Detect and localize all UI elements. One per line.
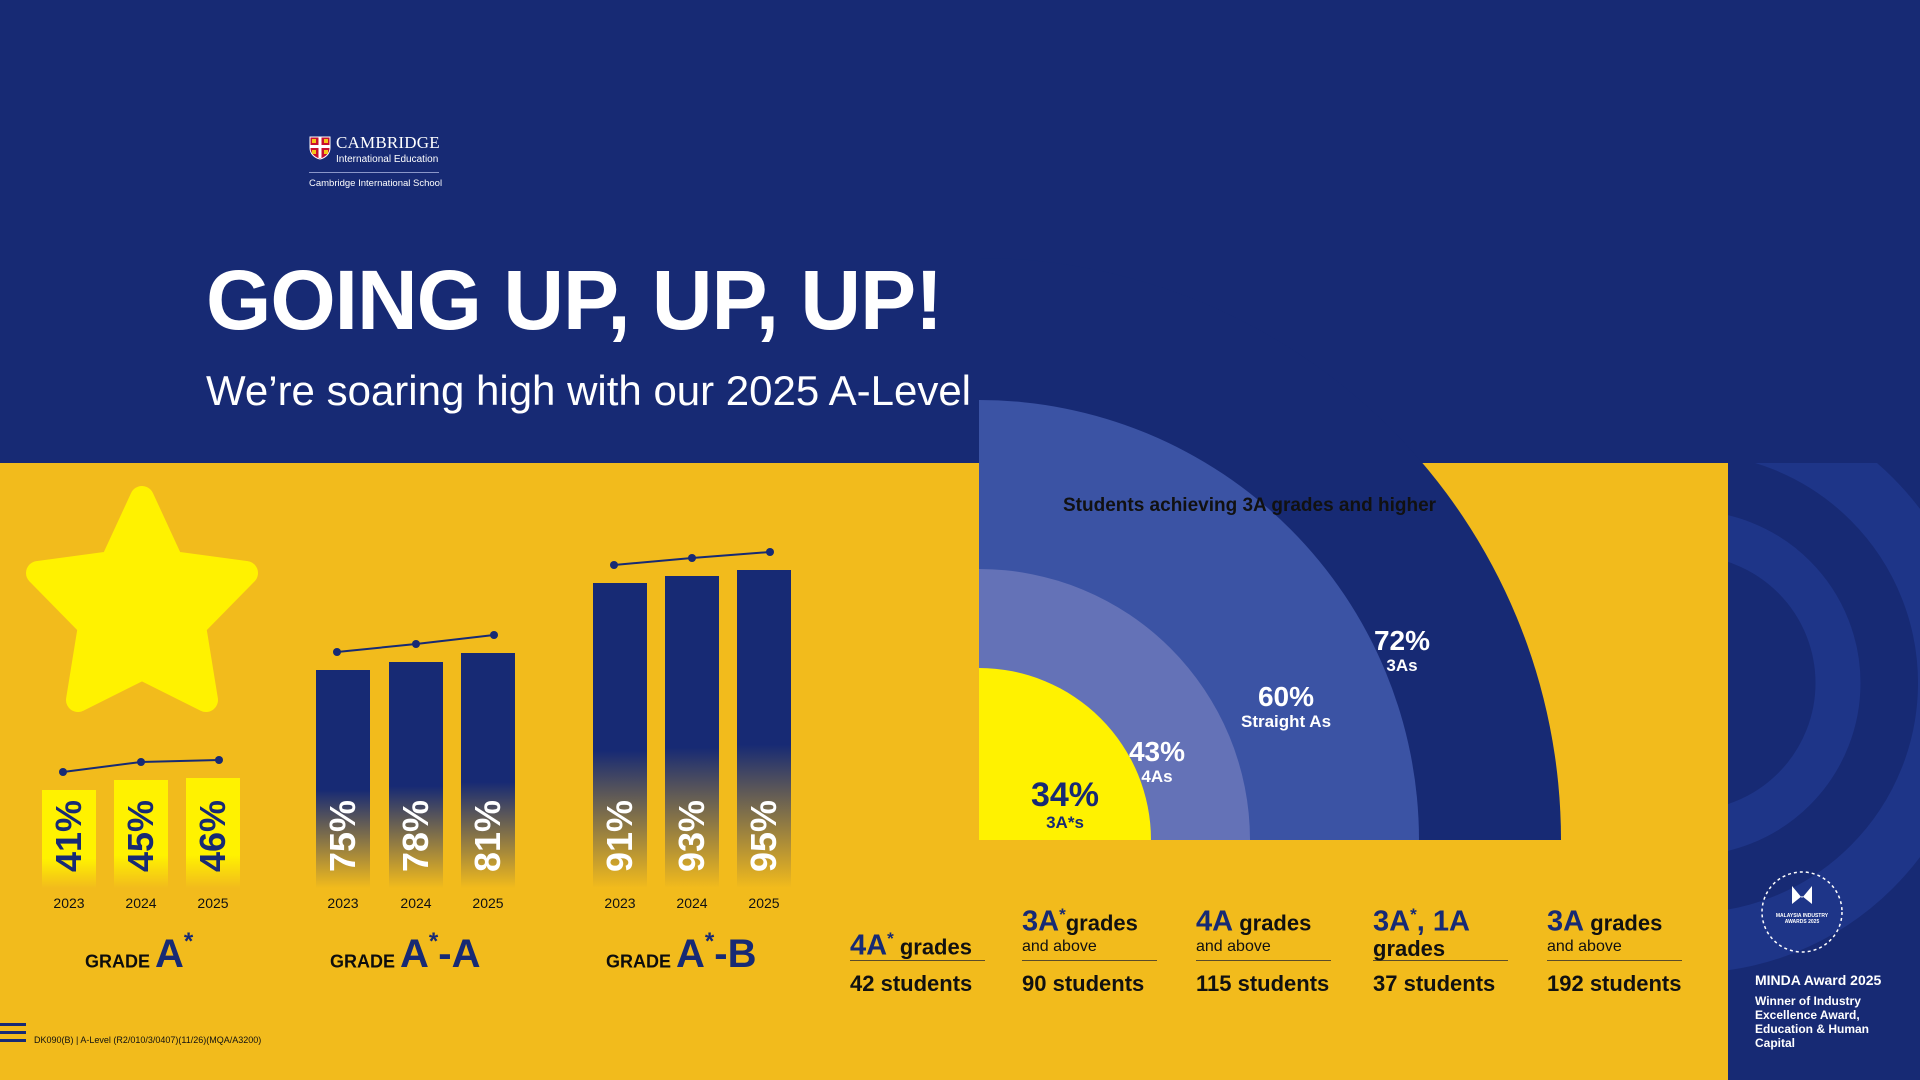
bar-A*-A-2025	[461, 653, 515, 888]
bar-A*-B-2024	[665, 576, 719, 888]
stat-block: 3A*grades and above 90 students	[1022, 900, 1157, 997]
grade-label: GRADE A*	[85, 928, 194, 977]
ring-pct: 34%	[1030, 776, 1100, 814]
grade-label: GRADE A*-A	[330, 928, 481, 977]
stat-students: 42 students	[850, 971, 973, 996]
trend-point	[490, 631, 498, 639]
trend-point	[59, 768, 67, 776]
award-badge-caption: MALAYSIA INDUSTRY AWARDS 2025	[1775, 913, 1829, 925]
decorative-arcs	[1728, 463, 1920, 971]
bar-value-label: 41%	[48, 800, 89, 872]
stat-divider	[1547, 960, 1682, 961]
ring-caption: 4As	[1141, 767, 1173, 786]
ring-label: 72% 3As	[1373, 625, 1431, 676]
trend-point	[215, 756, 223, 764]
year-tick-label: 2024	[125, 895, 156, 911]
stat-divider	[1196, 960, 1331, 961]
bar-value-label: 78%	[395, 800, 436, 872]
trend-point	[766, 548, 774, 556]
stat-block: 4A grades and above 115 students	[1196, 900, 1331, 997]
year-tick-label: 2025	[748, 895, 779, 911]
bar-A*-A-2024	[389, 662, 443, 888]
stat-divider	[1373, 960, 1508, 961]
footer-code: DK090(B) | A-Level (R2/010/3/0407)(11/26…	[34, 1035, 262, 1045]
stat-heading: 3A*grades and above	[1022, 905, 1138, 955]
bar-A*-B-2025	[737, 570, 791, 888]
bar-A*-2024	[114, 780, 168, 888]
year-tick-label: 2023	[604, 895, 635, 911]
crest-icon	[309, 136, 331, 160]
bar-A*-2023	[42, 790, 96, 888]
bar-A*-A-2023	[316, 670, 370, 888]
ring-pct: 72%	[1373, 625, 1431, 656]
bar-value-label: 45%	[120, 800, 161, 872]
menu-icon[interactable]	[0, 1023, 26, 1049]
ring-caption: 3As	[1386, 656, 1418, 675]
ring-caption: 3A*s	[1046, 813, 1084, 832]
year-tick-label: 2024	[676, 895, 707, 911]
grade-letters: A*-A	[400, 928, 481, 977]
year-tick-label: 2023	[53, 895, 84, 911]
page-subtitle: We’re soaring high with our 2025 A-Level…	[206, 367, 1119, 414]
ring-label: 60% Straight As	[1240, 681, 1332, 732]
award-title: MINDA Award 2025	[1755, 972, 1882, 988]
year-tick-label: 2025	[197, 895, 228, 911]
stat-divider	[1022, 960, 1157, 961]
ring-label: 34% 3A*s	[1031, 777, 1099, 832]
ring-3a-s	[979, 668, 1151, 840]
award-badge-icon	[1761, 871, 1843, 953]
side-panel	[1728, 463, 1920, 1080]
bar-value-label: 95%	[743, 800, 784, 872]
trend-point	[688, 554, 696, 562]
stat-block: 4A* grades 42 students	[850, 900, 985, 997]
year-tick-label: 2023	[327, 895, 358, 911]
bar-value-label: 81%	[467, 800, 508, 872]
stat-students: 192 students	[1547, 971, 1682, 996]
grade-prefix: GRADE	[85, 951, 156, 972]
ring-label: 43% 4As	[1128, 736, 1186, 787]
trend-point	[333, 648, 341, 656]
stat-heading: 4A grades and above	[1196, 905, 1312, 955]
trend-point	[412, 640, 420, 648]
stat-students: 90 students	[1022, 971, 1145, 996]
logo-divider	[309, 172, 439, 173]
ring-pct: 43%	[1128, 736, 1186, 767]
header-banner	[0, 0, 1920, 463]
logo-brand: CAMBRIDGE	[336, 133, 440, 152]
year-tick-label: 2024	[400, 895, 431, 911]
bar-value-label: 93%	[671, 800, 712, 872]
grade-prefix: GRADE	[606, 951, 677, 972]
bar-A*-2025	[186, 778, 240, 888]
stat-heading: 3A*, 1A grades	[1373, 905, 1470, 961]
grade-label: GRADE A*-B	[606, 928, 757, 977]
stat-block: 3A grades and above 192 students	[1547, 900, 1682, 997]
bar-value-label: 91%	[599, 800, 640, 872]
grade-prefix: GRADE	[330, 951, 401, 972]
award-text: Winner of Industry Excellence Award, Edu…	[1755, 994, 1870, 1050]
trend-point	[610, 561, 618, 569]
year-tick-label: 2025	[472, 895, 503, 911]
bar-A*-B-2023	[593, 583, 647, 888]
grade-letters: A*	[155, 928, 194, 977]
ring-caption: Straight As	[1240, 712, 1332, 731]
bar-value-label: 46%	[192, 800, 233, 872]
star-icon	[26, 486, 258, 712]
stat-block: 3A*, 1A grades 37 students	[1373, 900, 1508, 997]
semicircle-title: Students achieving 3A grades and higher	[1063, 495, 1437, 516]
stat-heading: 4A* grades	[850, 929, 972, 962]
stat-heading: 3A grades and above	[1547, 905, 1663, 955]
page-title: GOING UP, UP, UP!	[206, 253, 943, 347]
stat-divider	[850, 960, 985, 961]
trend-point	[137, 758, 145, 766]
stat-students: 37 students	[1373, 971, 1496, 996]
logo-sub: International Education	[336, 154, 439, 165]
logo-school: Cambridge International School	[309, 178, 443, 189]
ring-pct: 60%	[1257, 681, 1315, 712]
bar-value-label: 75%	[322, 800, 363, 872]
stat-students: 115 students	[1196, 971, 1330, 996]
grade-letters: A*-B	[676, 928, 757, 977]
